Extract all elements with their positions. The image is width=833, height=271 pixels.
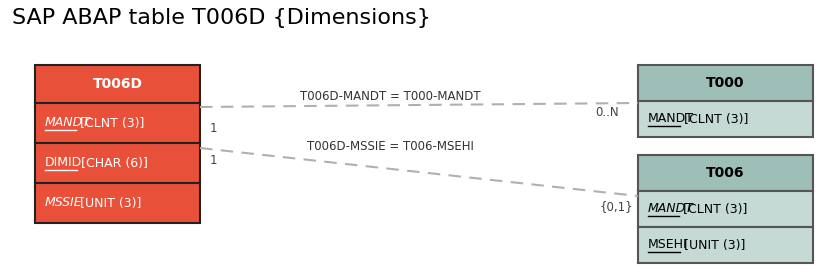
- Text: MSSIE: MSSIE: [45, 196, 82, 209]
- Text: T006D: T006D: [92, 77, 142, 91]
- Text: 1: 1: [210, 121, 217, 134]
- Bar: [35, 183, 200, 223]
- Bar: [638, 101, 813, 137]
- Text: 0..N: 0..N: [595, 107, 619, 120]
- Text: [CLNT (3)]: [CLNT (3)]: [681, 112, 749, 125]
- Text: MANDT: MANDT: [648, 202, 694, 215]
- Text: MANDT: MANDT: [648, 112, 694, 125]
- Text: {0,1}: {0,1}: [600, 201, 634, 214]
- Text: [CLNT (3)]: [CLNT (3)]: [76, 117, 144, 130]
- Text: T000: T000: [706, 76, 745, 90]
- Text: [CHAR (6)]: [CHAR (6)]: [77, 156, 148, 169]
- Bar: [35, 103, 200, 143]
- Text: [UNIT (3)]: [UNIT (3)]: [681, 238, 746, 251]
- Text: MANDT: MANDT: [45, 117, 91, 130]
- Bar: [638, 155, 813, 191]
- Bar: [638, 227, 813, 263]
- Text: SAP ABAP table T006D {Dimensions}: SAP ABAP table T006D {Dimensions}: [12, 8, 431, 28]
- Bar: [35, 143, 200, 183]
- Text: [CLNT (3)]: [CLNT (3)]: [679, 202, 747, 215]
- Text: DIMID: DIMID: [45, 156, 82, 169]
- Text: 1: 1: [210, 153, 217, 166]
- Text: [UNIT (3)]: [UNIT (3)]: [76, 196, 142, 209]
- Text: T006: T006: [706, 166, 745, 180]
- Text: T006D-MSSIE = T006-MSEHI: T006D-MSSIE = T006-MSEHI: [307, 140, 473, 153]
- Text: MSEHI: MSEHI: [648, 238, 687, 251]
- Text: T006D-MANDT = T000-MANDT: T006D-MANDT = T000-MANDT: [300, 91, 481, 104]
- Bar: [638, 191, 813, 227]
- Bar: [35, 65, 200, 103]
- Bar: [638, 65, 813, 101]
